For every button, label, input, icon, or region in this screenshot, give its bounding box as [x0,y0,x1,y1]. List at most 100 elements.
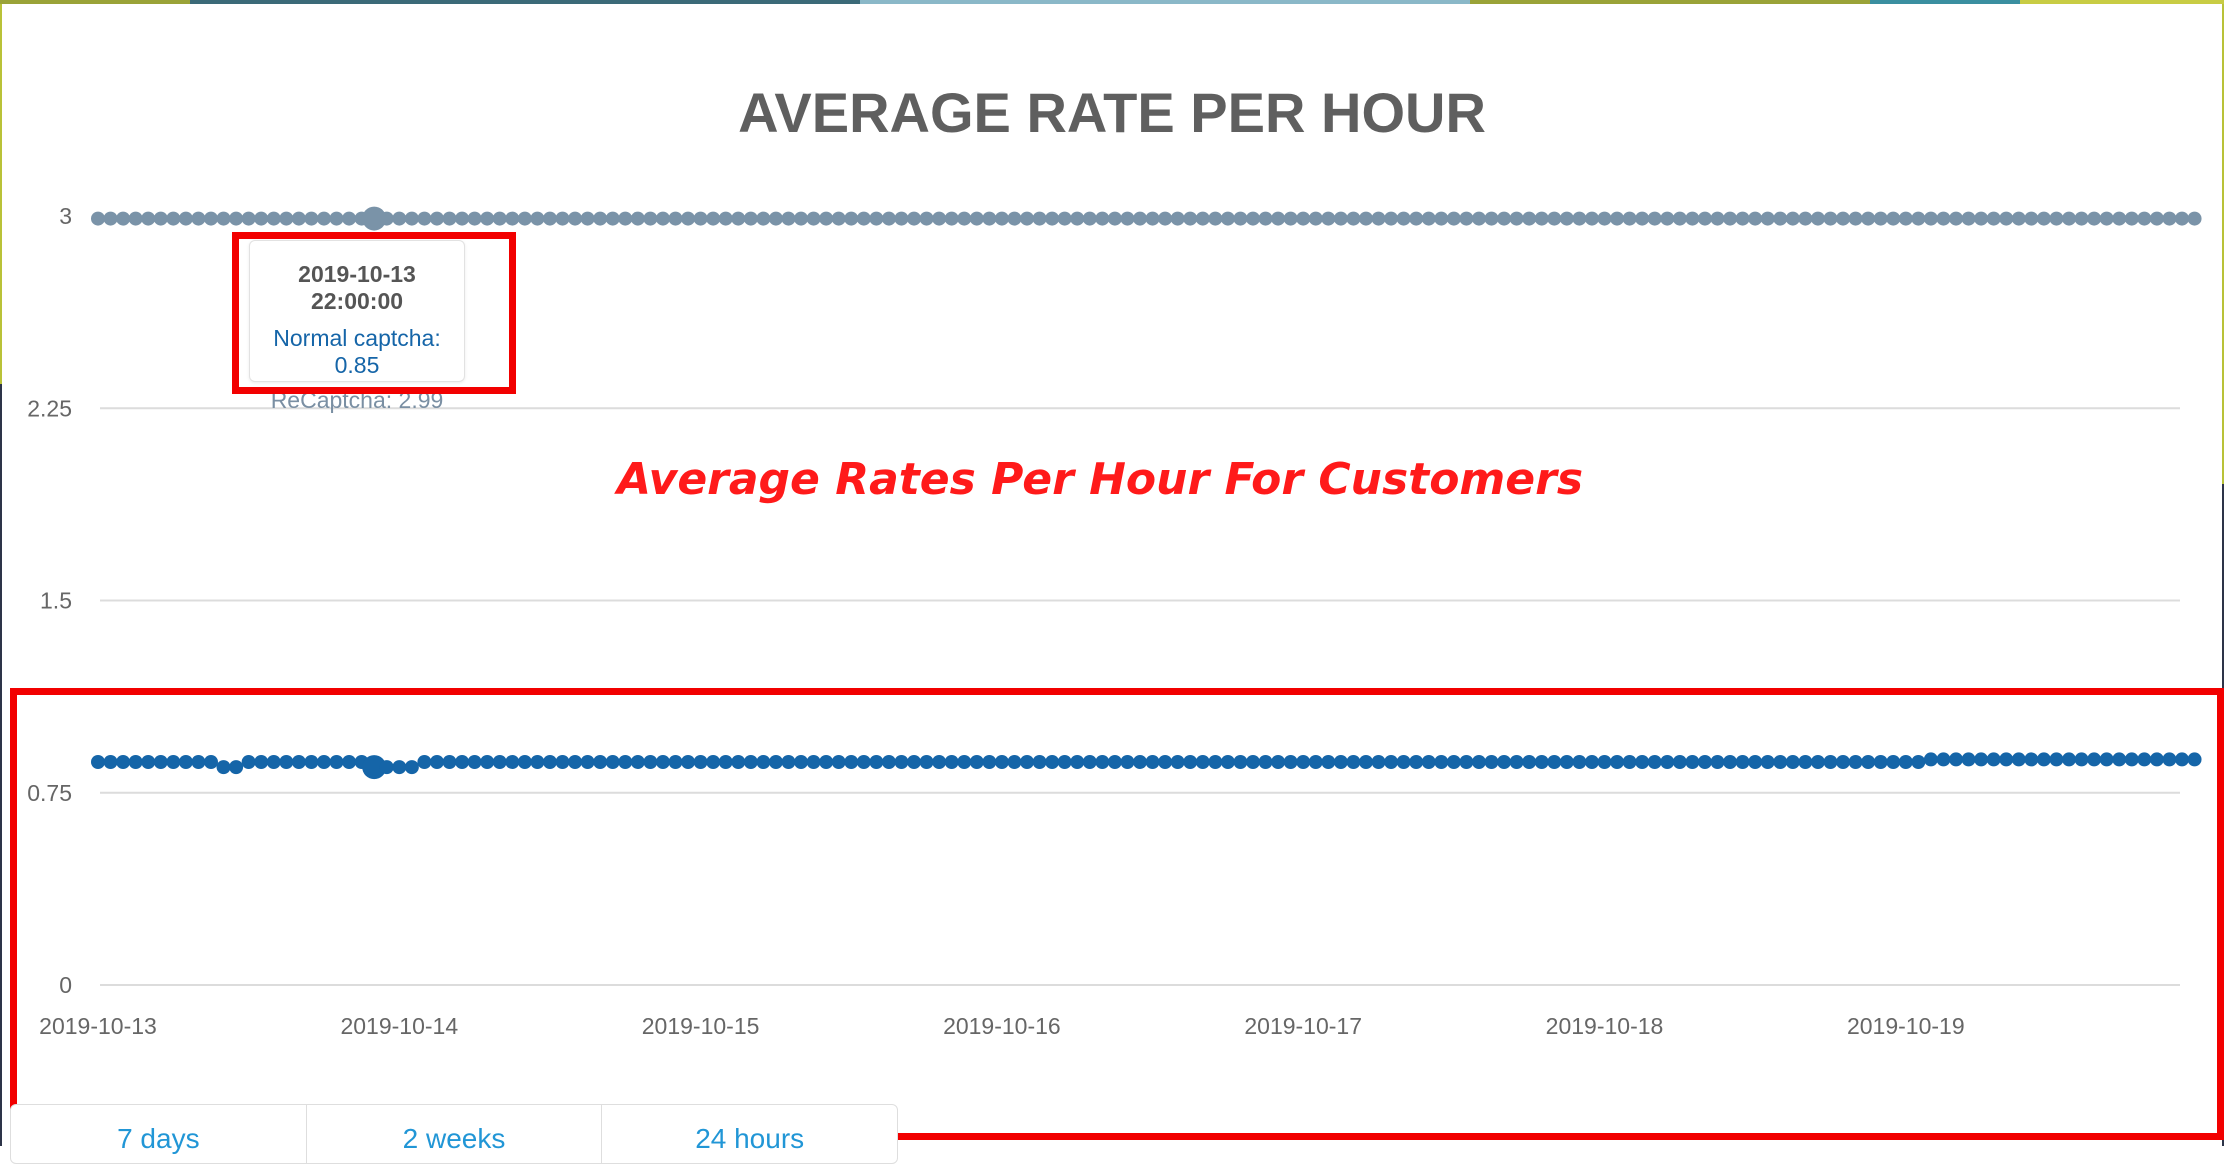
normal-captcha-point [1132,754,1147,769]
normal-captcha-point [944,754,959,769]
recaptcha-point [1183,211,1198,226]
range-2-weeks-button[interactable]: 2 weeks [307,1105,603,1163]
recaptcha-point [781,211,796,226]
recaptcha-point [103,211,118,226]
recaptcha-point [1333,211,1348,226]
recaptcha-point [2087,211,2102,226]
normal-captcha-point [1321,754,1336,769]
normal-captcha-point [216,760,231,775]
recaptcha-point [1936,211,1951,226]
normal-captcha-point [1886,754,1901,769]
range-7-days-button[interactable]: 7 days [11,1105,307,1163]
y-tick-label: 0 [59,972,72,998]
normal-captcha-point [1020,754,1035,769]
recaptcha-point [1258,211,1273,226]
normal-captcha-point [1233,754,1248,769]
normal-captcha-point [1974,752,1989,767]
x-tick-label: 2019-10-15 [642,1013,760,1039]
recaptcha-point [1170,211,1185,226]
recaptcha-point [304,211,319,226]
recaptcha-point [1020,211,1035,226]
normal-captcha-point [1057,754,1072,769]
normal-captcha-point [1635,754,1650,769]
frame-edge-left-lower [0,384,2,1146]
normal-captcha-point [542,754,557,769]
recaptcha-point [266,211,281,226]
y-tick-label: 1.5 [40,588,72,614]
recaptcha-point [1572,211,1587,226]
normal-captcha-point [254,754,269,769]
recaptcha-point [1446,211,1461,226]
normal-captcha-point [806,754,821,769]
normal-captcha-point [1245,754,1260,769]
recaptcha-point [1622,211,1637,226]
recaptcha-point [1095,211,1110,226]
normal-captcha-point [1949,752,1964,767]
recaptcha-point [894,211,909,226]
normal-captcha-point [580,754,595,769]
tooltip-highlight-box [232,232,516,394]
normal-captcha-point [103,754,118,769]
recaptcha-point [1471,211,1486,226]
range-24-hours-button[interactable]: 24 hours [695,1123,805,1154]
normal-captcha-point [1773,754,1788,769]
recaptcha-point [681,211,696,226]
recaptcha-point [1283,211,1298,226]
normal-captcha-point [316,754,331,769]
normal-captcha-point [819,754,834,769]
recaptcha-point [2174,211,2189,226]
normal-captcha-point [2062,752,2077,767]
recaptcha-point [1647,211,1662,226]
normal-captcha-point [1509,754,1524,769]
normal-captcha-point [1271,754,1286,769]
normal-captcha-point [1283,754,1298,769]
recaptcha-point [1195,211,1210,226]
normal-captcha-point [1647,754,1662,769]
recaptcha-point [1610,211,1625,226]
recaptcha-point [404,211,419,226]
normal-captcha-point [1622,754,1637,769]
recaptcha-point [316,211,331,226]
normal-captcha-point [731,754,746,769]
normal-captcha-point [517,754,532,769]
recaptcha-point [1810,211,1825,226]
recaptcha-point [1245,211,1260,226]
recaptcha-point [1220,211,1235,226]
tooltip-date: 2019-10-13 22:00:00 [298,261,416,314]
recaptcha-point [442,211,457,226]
recaptcha-point [794,211,809,226]
recaptcha-point [1773,211,1788,226]
recaptcha-point [2036,211,2051,226]
recaptcha-point [2124,211,2139,226]
normal-captcha-point [2024,752,2039,767]
normal-captcha-point [1597,754,1612,769]
recaptcha-point [1760,211,1775,226]
recaptcha-point [379,211,394,226]
recaptcha-point [1660,211,1675,226]
normal-captcha-point [1735,754,1750,769]
recaptcha-point [2187,211,2202,226]
normal-captcha-point [2137,752,2152,767]
normal-captcha-point [706,754,721,769]
recaptcha-point [768,211,783,226]
recaptcha-point [856,211,871,226]
normal-captcha-point [467,754,482,769]
recaptcha-point [1308,211,1323,226]
recaptcha-point [1923,211,1938,226]
recaptcha-point [580,211,595,226]
normal-captcha-point [291,754,306,769]
recaptcha-point [969,211,984,226]
recaptcha-point [1271,211,1286,226]
y-axis-ticks: 0 0.75 1.5 2.25 3 [27,203,72,998]
normal-captcha-point [442,754,457,769]
normal-captcha-point [1258,754,1273,769]
recaptcha-point [1509,211,1524,226]
normal-captcha-point [844,754,859,769]
normal-captcha-point [1685,754,1700,769]
normal-captcha-point [1396,754,1411,769]
recaptcha-point [1057,211,1072,226]
recaptcha-point [1434,211,1449,226]
recaptcha-point [1070,211,1085,226]
recaptcha-point [919,211,934,226]
